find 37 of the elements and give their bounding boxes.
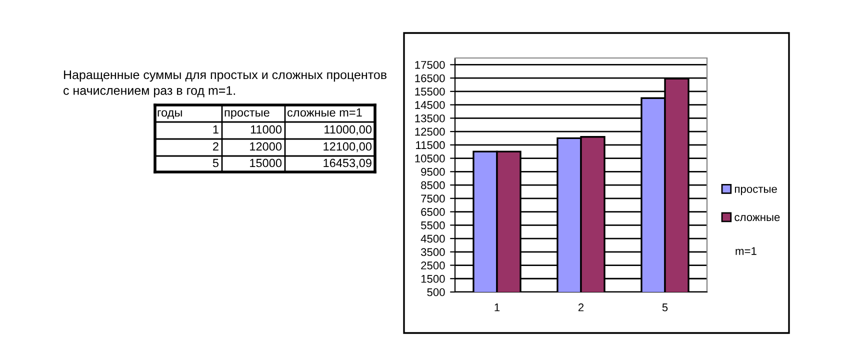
text: 1	[213, 125, 218, 134]
text: годы	[158, 110, 182, 119]
text: 16453,09	[324, 158, 372, 169]
x-tick-label: 2	[578, 303, 584, 312]
text: сложные m=1	[288, 108, 362, 117]
text: Наращенные суммы для простых и сложных процентов с начислением раз в год m=1.	[64, 70, 386, 98]
text: 12000	[250, 142, 282, 151]
y-tick-label: 15500	[415, 88, 445, 96]
x-tick-label: 5	[662, 304, 668, 312]
legend-label: сложные	[734, 215, 780, 222]
y-tick-label: 7500	[421, 194, 445, 203]
y-tick-label: 5500	[421, 221, 445, 230]
y-tick-label: 11500	[416, 141, 445, 150]
text: 2	[213, 142, 218, 151]
y-tick-label: 16500	[415, 74, 445, 82]
text: 11000,00	[324, 125, 372, 136]
y-tick-label: 1500	[421, 274, 445, 283]
text: 15000	[250, 158, 282, 168]
legend-label: простые	[734, 186, 777, 196]
y-tick-label: 2500	[421, 262, 445, 270]
y-tick-label: 9500	[421, 168, 445, 176]
text: 5	[212, 158, 219, 168]
y-tick-label: 13500	[415, 114, 445, 122]
y-tick-label: 14500	[415, 101, 445, 109]
y-tick-label: 8500	[421, 181, 445, 190]
y-tick-label: 3500	[420, 248, 445, 256]
y-tick-label: 12500	[415, 128, 445, 136]
y-tick-label: 6500	[421, 208, 445, 216]
text: 11000	[250, 125, 282, 134]
y-tick-label: 500	[427, 288, 445, 296]
y-tick-label: 17500	[415, 60, 445, 69]
text: простые	[224, 110, 270, 119]
y-tick-label: 4500	[420, 234, 445, 243]
text: m=1	[736, 247, 756, 255]
x-tick-label: 1	[494, 304, 500, 312]
text: 12100,00	[324, 142, 372, 152]
y-tick-label: 10500	[415, 154, 445, 162]
